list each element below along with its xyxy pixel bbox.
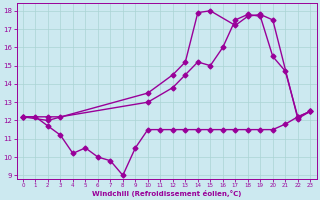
X-axis label: Windchill (Refroidissement éolien,°C): Windchill (Refroidissement éolien,°C) <box>92 190 241 197</box>
